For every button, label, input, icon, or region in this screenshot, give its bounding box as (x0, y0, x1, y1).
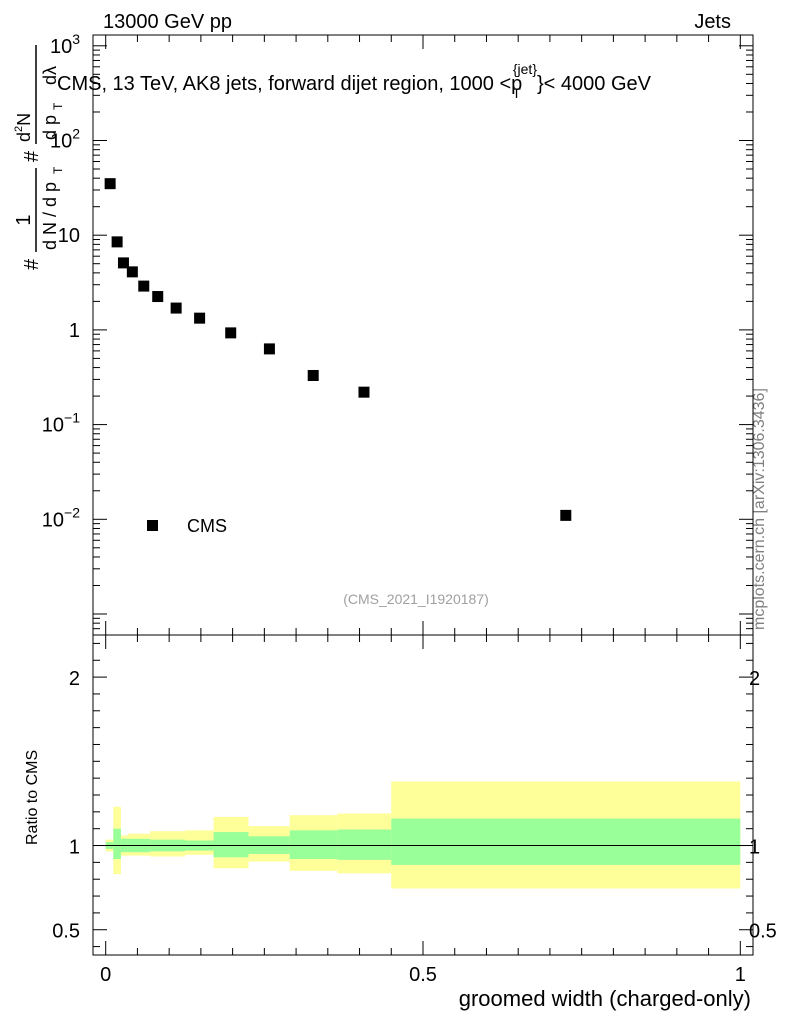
data-point-4 (138, 280, 150, 292)
inner-band-bin-1 (113, 828, 121, 859)
data-point-6 (170, 302, 182, 314)
x-tick-label: 1 (735, 964, 746, 986)
x-tick-label: 0 (100, 964, 111, 986)
data-point-7 (194, 312, 206, 324)
main-y-tick-label: 103 (50, 31, 80, 58)
data-point-5 (152, 291, 164, 303)
cms-data-markers (104, 178, 572, 521)
x-tick-label: 0.5 (409, 964, 437, 986)
data-point-3 (126, 266, 138, 278)
inner-band-bin-6 (213, 832, 249, 858)
legend-marker-cms (147, 520, 158, 531)
ylabel-one: 1 (13, 214, 35, 225)
ylabel-dN-dpT: d N / d p (40, 182, 60, 250)
data-point-10 (307, 369, 319, 381)
data-point-11 (358, 386, 370, 398)
ylabel-dpT: d p (40, 115, 60, 140)
ylabel-dlambda: dλ (40, 66, 60, 85)
legend-label-cms: CMS (187, 516, 227, 536)
analysis-id: (CMS_2021_I1920187) (343, 591, 489, 607)
ylabel-d2N: d2N (13, 113, 34, 142)
main-y-tick-label: 10−2 (42, 504, 80, 531)
inner-band-bin-9 (337, 829, 392, 860)
ratio-y-tick-label-left: 1 (69, 837, 80, 859)
data-point-8 (225, 327, 237, 339)
main-y-tick-label: 1 (69, 320, 80, 342)
main-y-tick-label: 10−1 (42, 410, 80, 437)
main-y-tick-label: 102 (50, 125, 80, 152)
data-point-0 (104, 178, 116, 190)
axis-ticks (93, 35, 753, 955)
ylabel-T-sub-1: T (51, 166, 65, 174)
main-y-tick-label: 10 (58, 225, 80, 247)
ratio-y-tick-label-right: 0.5 (749, 921, 777, 943)
ratio-y-tick-label-left: 0.5 (52, 921, 80, 943)
ratio-y-axis-label: Ratio to CMS (24, 750, 41, 845)
ratio-bands (105, 781, 741, 889)
ratio-y-tick-label-right: 1 (749, 837, 760, 859)
category-label: Jets (694, 11, 731, 33)
data-point-1 (111, 236, 123, 248)
energy-label: 13000 GeV pp (103, 11, 232, 33)
data-point-12 (560, 509, 572, 521)
main-plot-frame (92, 34, 754, 636)
main-plot-title: CMS, 13 TeV, AK8 jets, forward dijet reg… (57, 61, 652, 101)
ratio-y-tick-label-left: 2 (69, 668, 80, 690)
inner-band-bin-8 (289, 830, 338, 859)
mcplots-watermark: mcplots.cern.ch [arXiv:1306.3436] (751, 388, 768, 630)
data-point-9 (263, 343, 275, 355)
ylabel-T-sub-2: T (51, 102, 65, 110)
main-y-axis-label: # 1 d N / d p T # d2N d p T dλ (13, 45, 65, 270)
ylabel-hash: # (21, 258, 43, 270)
x-axis-label: groomed width (charged-only) (459, 986, 751, 1011)
ratio-y-tick-label-right: 2 (749, 668, 760, 690)
ylabel-hash-2: # (21, 150, 43, 162)
data-point-2 (117, 257, 129, 269)
inner-band-bin-10 (391, 818, 741, 865)
